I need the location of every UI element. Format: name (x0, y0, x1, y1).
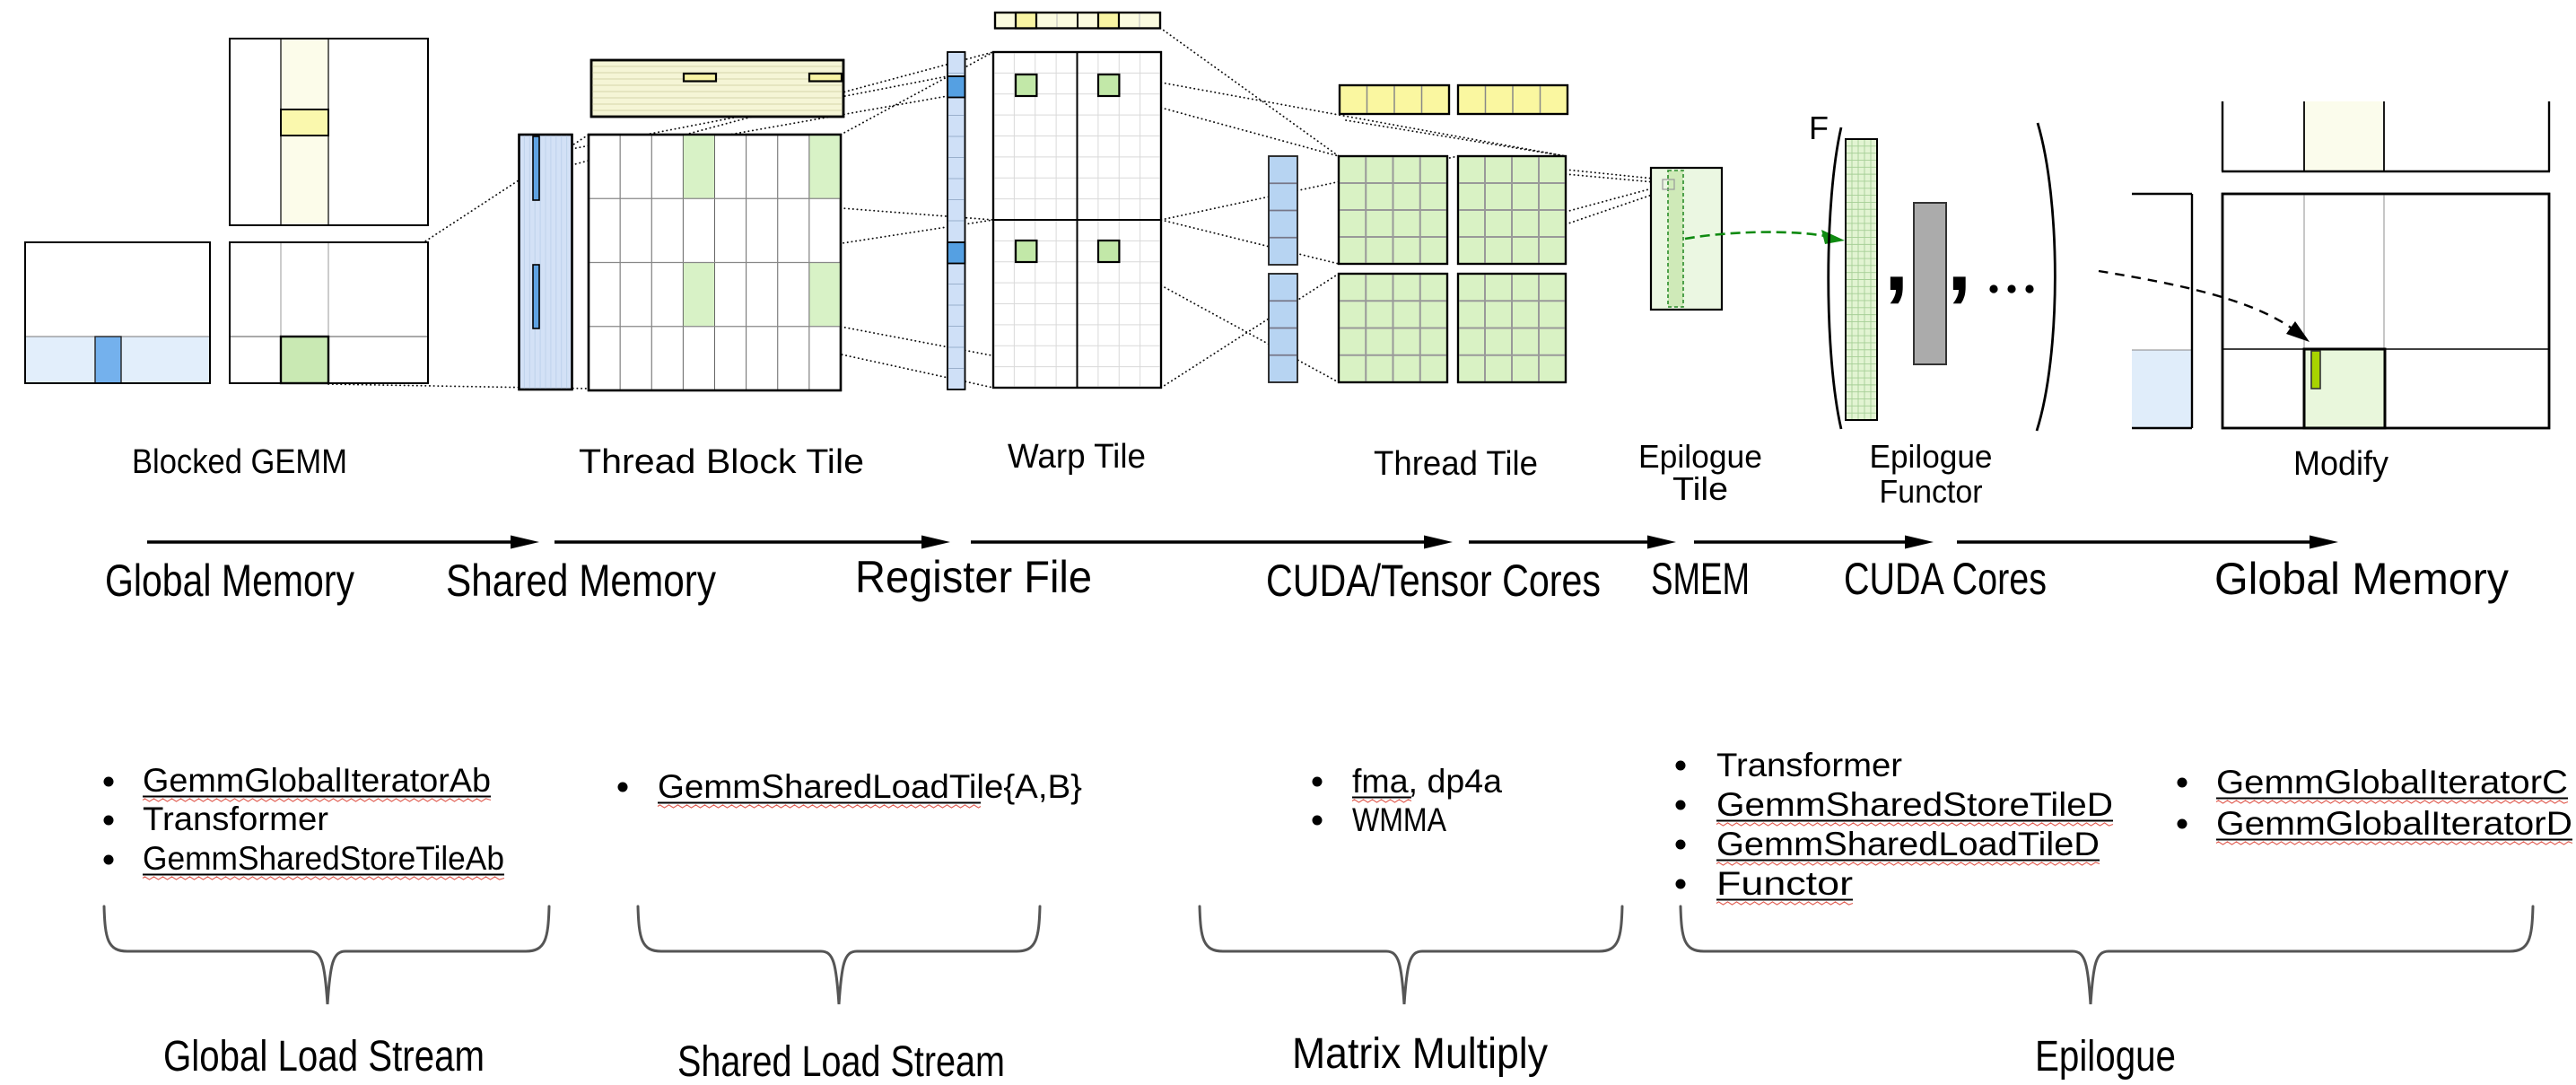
svg-text:Epilogue: Epilogue (1638, 438, 1762, 475)
svg-text:GemmGlobalIteratorC: GemmGlobalIteratorC (2216, 764, 2568, 801)
svg-text:Epilogue: Epilogue (2035, 1033, 2176, 1081)
svg-text:Thread Block Tile: Thread Block Tile (579, 443, 864, 481)
svg-text:WMMA: WMMA (1352, 801, 1446, 838)
svg-text:Global Memory: Global Memory (2214, 554, 2509, 604)
svg-text:GemmSharedLoadTile{A,B}: GemmSharedLoadTile{A,B} (658, 768, 1082, 805)
svg-text:Matrix Multiply: Matrix Multiply (1292, 1030, 1548, 1078)
svg-text:Modify: Modify (2293, 445, 2388, 483)
svg-text:Shared Memory: Shared Memory (446, 556, 716, 606)
svg-text:SMEM: SMEM (1651, 554, 1750, 604)
svg-text:Transformer: Transformer (1716, 747, 1902, 783)
svg-text:Functor: Functor (1880, 473, 1983, 510)
svg-text:GemmSharedLoadTileD: GemmSharedLoadTileD (1716, 826, 2100, 862)
svg-text:F: F (1809, 109, 1829, 146)
svg-text:GemmGlobalIteratorD: GemmGlobalIteratorD (2216, 805, 2572, 842)
svg-text:CUDA/Tensor Cores: CUDA/Tensor Cores (1266, 556, 1601, 606)
svg-text:Warp Tile: Warp Tile (1008, 438, 1146, 476)
svg-text:Blocked GEMM: Blocked GEMM (132, 443, 347, 481)
svg-text:fma, dp4a: fma, dp4a (1352, 763, 1502, 800)
svg-text:,: , (1884, 210, 1908, 309)
svg-text:Tile: Tile (1672, 470, 1728, 507)
svg-text:Transformer: Transformer (143, 801, 328, 837)
svg-text:GemmSharedStoreTileAb: GemmSharedStoreTileAb (143, 840, 504, 877)
svg-text:CUDA Cores: CUDA Cores (1844, 554, 2047, 604)
svg-text:Global Load Stream: Global Load Stream (163, 1033, 485, 1081)
svg-text:Epilogue: Epilogue (1870, 438, 1993, 475)
svg-text:Thread Tile: Thread Tile (1374, 445, 1538, 483)
svg-text:Global Memory: Global Memory (105, 556, 354, 606)
svg-text:GemmGlobalIteratorAb: GemmGlobalIteratorAb (143, 762, 491, 799)
svg-text:GemmSharedStoreTileD: GemmSharedStoreTileD (1716, 786, 2113, 823)
svg-text:Functor: Functor (1716, 865, 1853, 902)
svg-text:Register File: Register File (855, 552, 1092, 602)
svg-text:Shared Load Stream: Shared Load Stream (677, 1038, 1005, 1085)
svg-text:,: , (1947, 210, 1971, 309)
